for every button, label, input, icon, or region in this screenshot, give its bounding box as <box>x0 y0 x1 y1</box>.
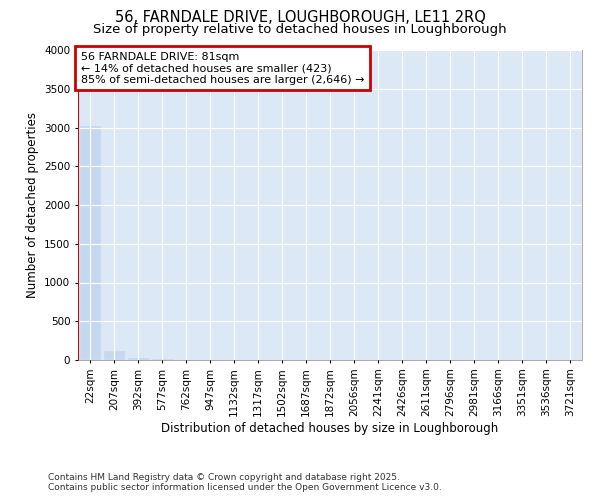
Bar <box>104 350 124 360</box>
Y-axis label: Number of detached properties: Number of detached properties <box>26 112 38 298</box>
Text: Size of property relative to detached houses in Loughborough: Size of property relative to detached ho… <box>93 22 507 36</box>
Text: 56, FARNDALE DRIVE, LOUGHBOROUGH, LE11 2RQ: 56, FARNDALE DRIVE, LOUGHBOROUGH, LE11 2… <box>115 10 485 25</box>
Text: Contains HM Land Registry data © Crown copyright and database right 2025.
Contai: Contains HM Land Registry data © Crown c… <box>48 473 442 492</box>
X-axis label: Distribution of detached houses by size in Loughborough: Distribution of detached houses by size … <box>161 422 499 435</box>
Bar <box>80 126 100 360</box>
Bar <box>128 358 148 360</box>
Text: 56 FARNDALE DRIVE: 81sqm
← 14% of detached houses are smaller (423)
85% of semi-: 56 FARNDALE DRIVE: 81sqm ← 14% of detach… <box>80 52 364 84</box>
Bar <box>152 359 172 360</box>
